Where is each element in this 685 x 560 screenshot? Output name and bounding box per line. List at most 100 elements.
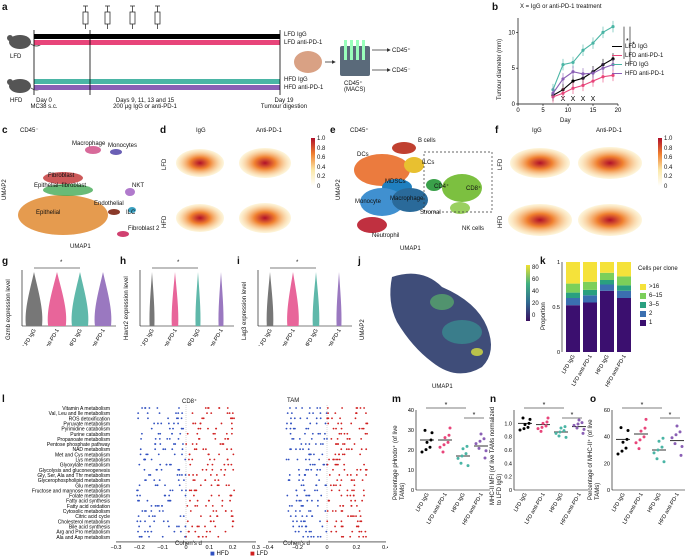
data-point-hfd — [136, 489, 138, 492]
pathway-label: Cytosolic metabolism — [63, 509, 110, 515]
panel-e-ylabel: UMAP2 — [336, 179, 342, 200]
data-point-hfd — [285, 427, 288, 430]
colorbar-ticks: 80 60 40 20 0 — [532, 265, 539, 319]
panel-c-xlabel: UMAP1 — [70, 244, 91, 250]
data-point-hfd — [182, 515, 185, 518]
data-point-hfd — [168, 427, 171, 430]
data-point-lfd — [358, 530, 361, 533]
y-tick-label: 0.8 — [504, 435, 512, 441]
panel-g-ylabel: Gzmb expression level — [6, 279, 12, 340]
data-point-hfd — [175, 412, 177, 415]
data-point-hfd — [176, 474, 179, 476]
data-point-hfd — [172, 443, 175, 445]
panel-label-f: f — [495, 125, 499, 136]
data-point-hfd — [307, 535, 309, 538]
data-point — [558, 430, 562, 434]
data-point — [657, 439, 661, 443]
data-point-lfd — [346, 494, 349, 497]
data-point-lfd — [214, 438, 217, 440]
data-point-hfd — [150, 530, 153, 533]
data-point-lfd — [339, 504, 342, 507]
data-point-lfd — [205, 535, 208, 538]
mouse-label-lfd: LFD — [10, 54, 22, 60]
y-tick-label: 0 — [411, 488, 414, 494]
data-point-lfd — [334, 525, 336, 528]
x-tick-label: LFD IgG — [140, 328, 156, 346]
data-point-hfd — [153, 422, 156, 425]
data-point-hfd — [160, 422, 163, 425]
data-point-lfd — [206, 463, 209, 466]
data-point-lfd — [231, 520, 234, 523]
panel-c-ylabel: UMAP2 — [2, 179, 8, 200]
data-point-lfd — [335, 530, 338, 533]
data-point — [559, 426, 563, 430]
data-point-lfd — [221, 443, 224, 445]
data-point-hfd — [143, 458, 145, 461]
data-point-hfd — [184, 525, 187, 528]
cluster-fibroblast — [43, 172, 83, 184]
data-point-lfd — [364, 432, 367, 435]
data-point — [478, 439, 482, 443]
data-point-lfd — [364, 530, 367, 533]
data-point-hfd — [158, 479, 161, 481]
data-point — [652, 451, 656, 455]
data-point — [655, 457, 659, 461]
data-point — [581, 48, 585, 52]
data-point-lfd — [355, 412, 358, 415]
y-tick-label: 0 — [557, 350, 560, 356]
data-point-hfd — [299, 448, 301, 451]
data-point-hfd — [158, 438, 161, 440]
data-point — [561, 91, 565, 95]
data-point-hfd — [159, 463, 162, 466]
data-point — [544, 424, 548, 428]
stacked-bar-segment — [600, 290, 614, 352]
data-point-lfd — [205, 448, 207, 451]
colorbar — [526, 265, 530, 321]
data-point — [634, 441, 638, 445]
panel-label-i: i — [237, 256, 240, 267]
syringe-icon — [104, 5, 111, 29]
data-point-hfd — [157, 504, 160, 507]
y-tick-label: 30 — [408, 428, 414, 434]
data-point-hfd — [308, 412, 311, 415]
data-point — [678, 430, 682, 434]
data-point-lfd — [199, 422, 202, 425]
data-point-lfd — [359, 468, 362, 471]
pathway-label: NAD metabolism — [72, 447, 110, 453]
x-tick-label: LFD IgG — [513, 492, 529, 513]
cluster-label: Macrophage — [390, 196, 424, 202]
data-point-lfd — [358, 427, 361, 430]
data-point-hfd — [308, 510, 310, 512]
sig-star: * — [632, 42, 635, 49]
sig-star: * — [641, 402, 644, 409]
y-tick-label: 60 — [604, 408, 610, 414]
data-point-hfd — [161, 504, 163, 507]
data-point-hfd — [140, 432, 143, 435]
data-point-hfd — [301, 525, 303, 528]
data-point-hfd — [311, 499, 313, 502]
data-point — [571, 70, 575, 74]
data-point-hfd — [149, 525, 151, 528]
panel-f-row-hfd: HFD — [498, 215, 504, 228]
data-point-lfd — [326, 463, 329, 466]
data-point-lfd — [232, 453, 235, 456]
x-tick-label: 0.3 — [252, 545, 260, 551]
data-point-hfd — [294, 427, 296, 430]
panel-e-title: CD45⁺ — [350, 128, 369, 134]
data-point-lfd — [202, 417, 205, 420]
cluster-label: ILCs — [422, 160, 435, 166]
panel-o-ylabel: Percentage of MHC-II⁺ (of live TAMs) — [588, 419, 601, 500]
data-point-lfd — [328, 474, 331, 476]
data-point-lfd — [340, 525, 343, 528]
data-point — [456, 456, 460, 460]
data-point-lfd — [232, 468, 235, 471]
data-point-hfd — [308, 494, 311, 497]
data-point-hfd — [308, 530, 311, 533]
x-tick-label: HFD IgG — [451, 492, 467, 514]
data-point-lfd — [338, 458, 341, 461]
data-point-hfd — [153, 515, 156, 518]
data-point-lfd — [346, 438, 349, 440]
panel-b-legend: LFD IgG LFD anti-PD-1 HFD IgG HFD anti-PD-1 — [612, 42, 664, 78]
data-point-hfd — [174, 443, 177, 445]
